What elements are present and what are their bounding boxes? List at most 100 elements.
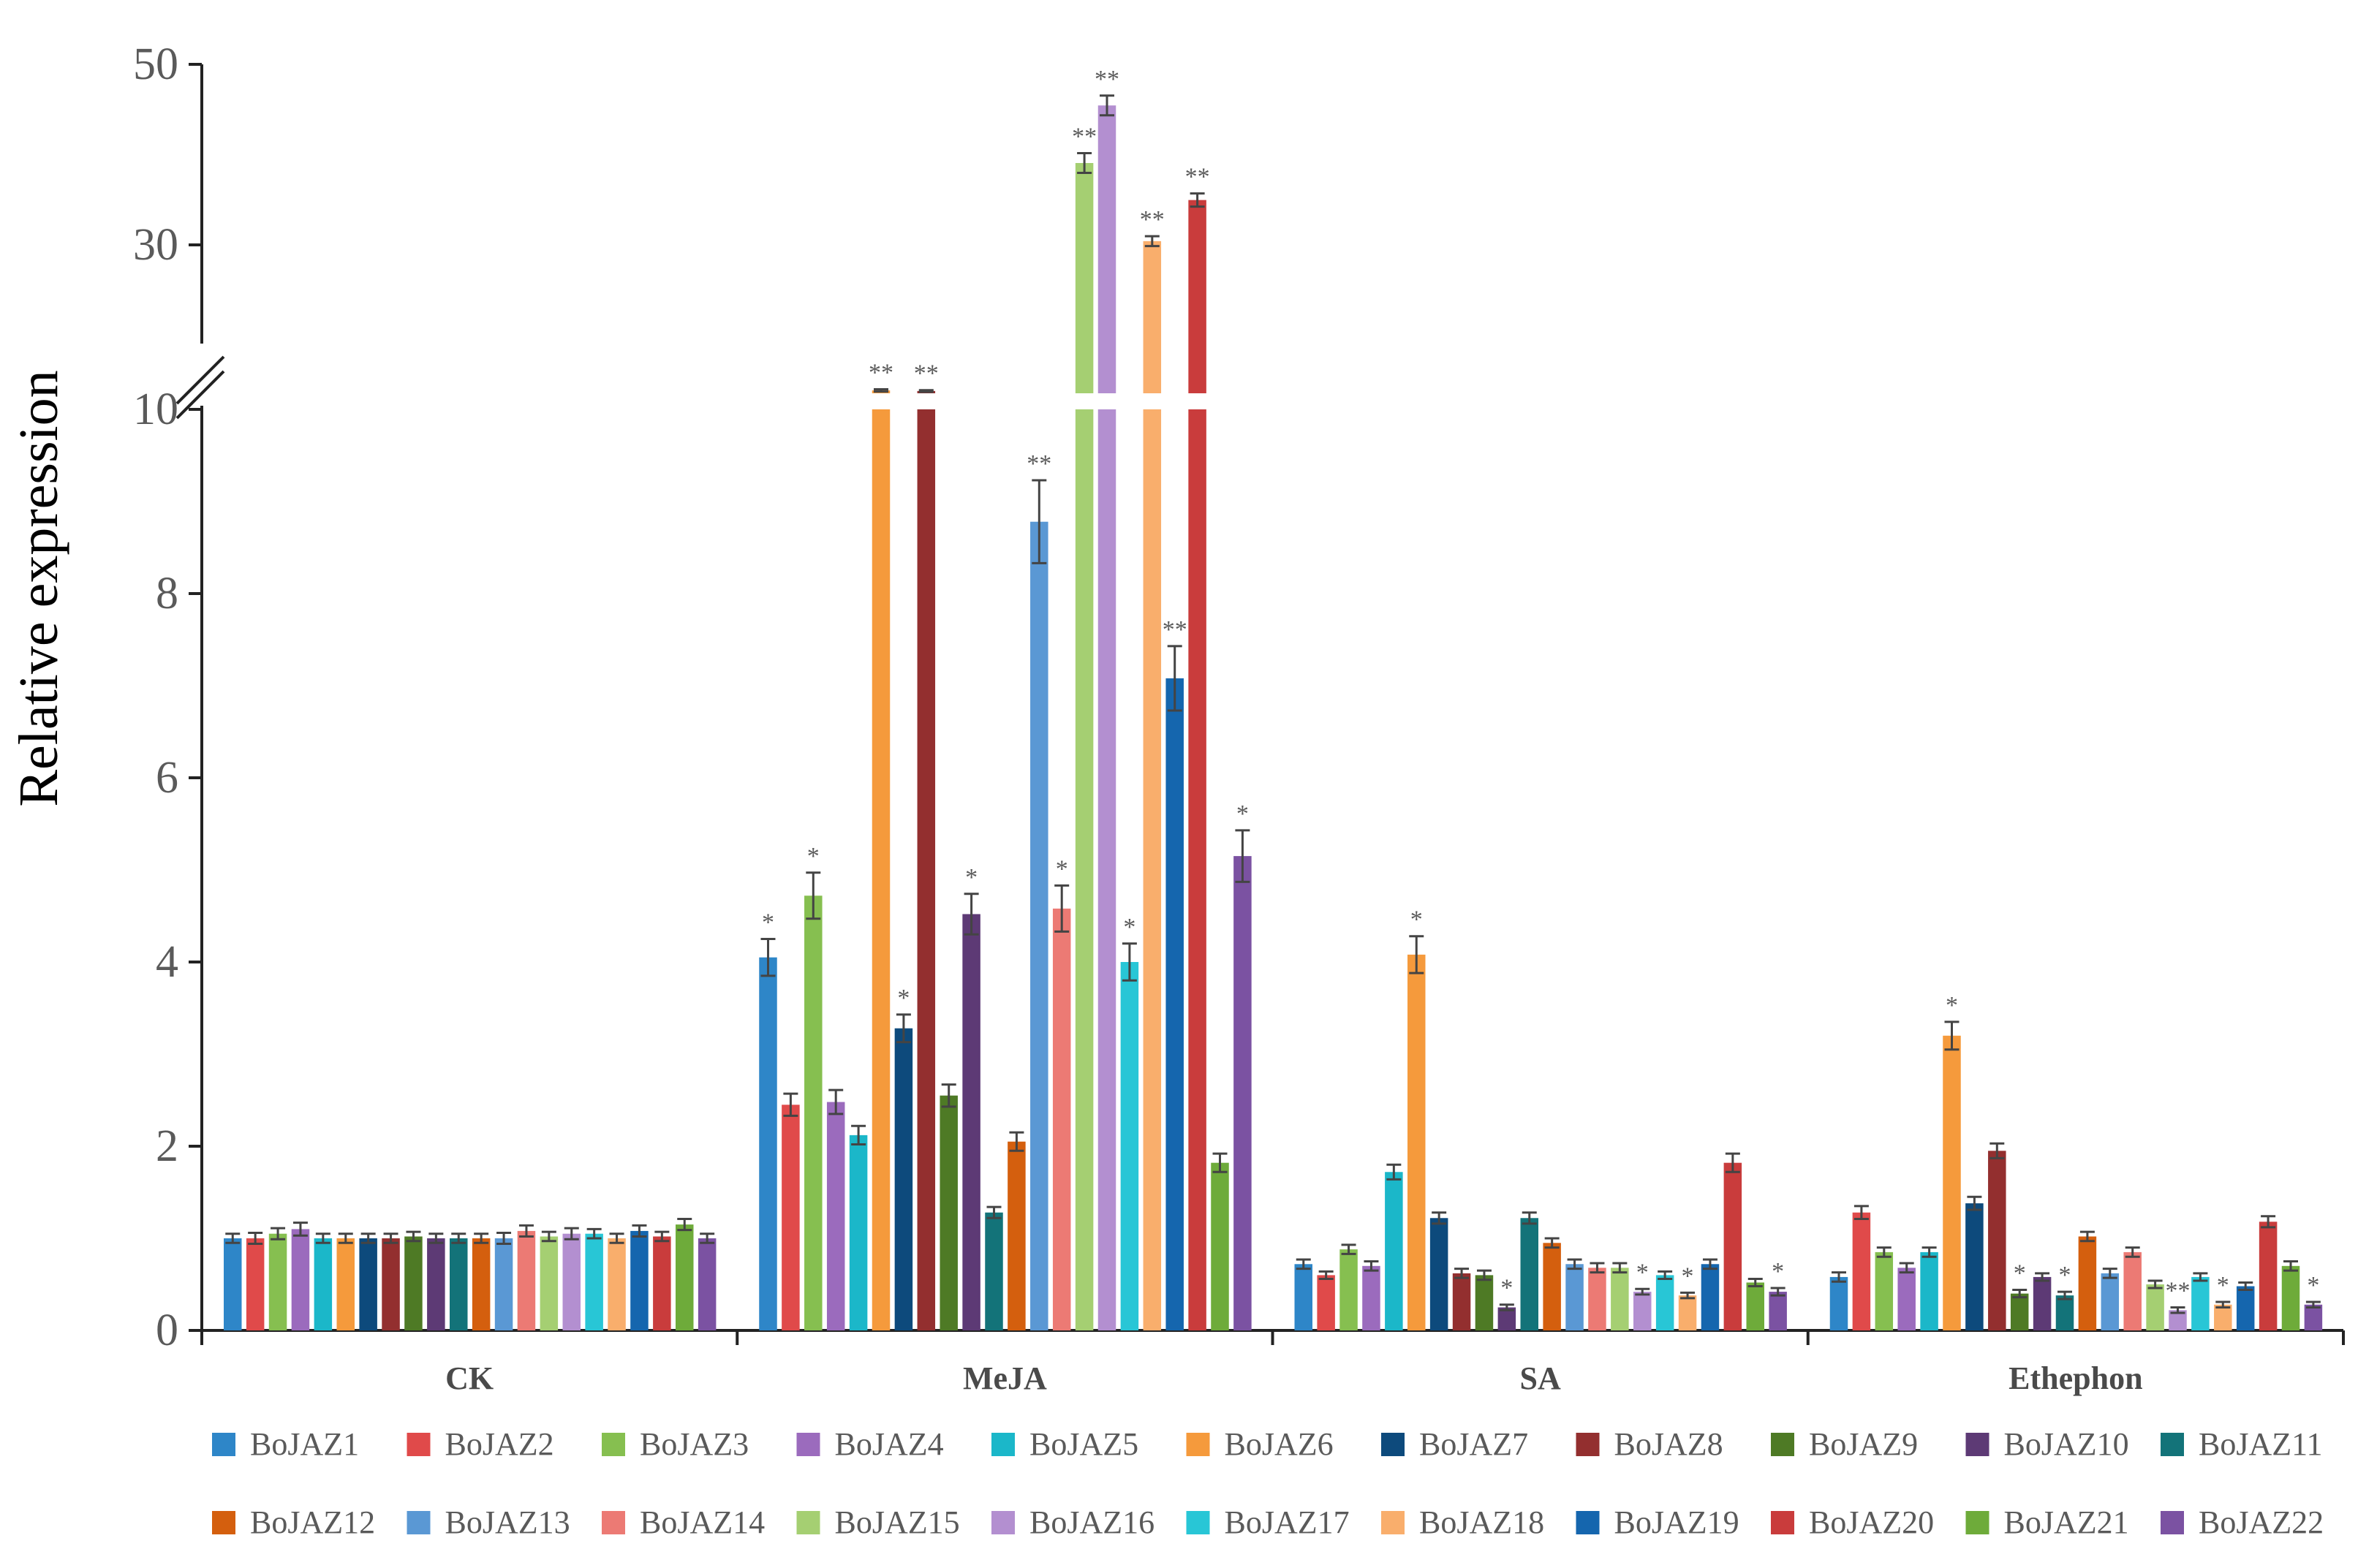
bar-bojaz10-meja (962, 914, 980, 1330)
legend-label: BoJAZ2 (445, 1426, 554, 1462)
error-bar (248, 1231, 263, 1246)
bar-bojaz21-meja (1211, 1162, 1229, 1330)
error-bar (1341, 1243, 1356, 1255)
bar-bojaz17-sa (1655, 1275, 1674, 1330)
bar-bojaz14-meja (1052, 908, 1071, 1330)
legend-label: BoJAZ16 (1029, 1504, 1155, 1540)
legend-label: BoJAZ17 (1225, 1504, 1350, 1540)
bar-bojaz19-sa (1701, 1264, 1720, 1330)
significance-mark: * (2307, 1272, 2319, 1299)
error-bar (964, 893, 979, 936)
error-bar (632, 1224, 647, 1238)
legend-label: BoJAZ13 (445, 1504, 570, 1540)
error-bar (2012, 1289, 2028, 1299)
error-bar (1318, 1270, 1334, 1280)
legend-swatch (212, 1511, 235, 1534)
error-bar (986, 1205, 1002, 1219)
legend-item-bojaz19: BoJAZ19 (1576, 1504, 1739, 1540)
significance-mark: * (965, 864, 978, 891)
significance-mark: ** (869, 359, 893, 386)
legend-swatch (407, 1511, 431, 1534)
legend-label: BoJAZ21 (2004, 1504, 2129, 1540)
legend-item-bojaz21: BoJAZ21 (1965, 1504, 2129, 1540)
legend-item-bojaz18: BoJAZ18 (1381, 1504, 1544, 1540)
bar-bojaz6-meja (872, 390, 891, 1330)
error-bar (292, 1222, 308, 1237)
error-bar (474, 1232, 489, 1244)
bar-bojaz3-sa (1339, 1249, 1358, 1330)
error-bar (1832, 1271, 1846, 1283)
bar-bojaz9-ck (404, 1236, 423, 1330)
bar-bojaz13-ethephon (2101, 1273, 2120, 1330)
bar-bojaz19-meja (1165, 678, 1184, 1330)
bar-bojaz17-ck (585, 1233, 603, 1330)
bar-bojaz2-sa (1317, 1275, 1335, 1330)
significance-mark: * (807, 843, 820, 870)
bar-bojaz12-ethephon (2078, 1236, 2097, 1330)
error-bar (496, 1231, 512, 1246)
bar-bojaz18-ck (608, 1238, 626, 1330)
bar-bojaz1-ck (224, 1238, 242, 1330)
significance-mark: ** (1027, 450, 1051, 477)
y-tick-label: 30 (133, 220, 178, 270)
bar-bojaz2-ethephon (1852, 1212, 1871, 1330)
significance-mark: * (1636, 1259, 1649, 1286)
legend-swatch (1186, 1433, 1210, 1456)
error-bar (874, 387, 888, 393)
bar-bojaz13-ck (494, 1238, 513, 1330)
error-bar (1409, 935, 1424, 974)
legend-item-bojaz4: BoJAZ4 (796, 1426, 944, 1462)
error-bar (828, 1088, 844, 1116)
bar-bojaz11-meja (985, 1212, 1003, 1330)
bar-bojaz14-ck (517, 1230, 536, 1330)
bar-bojaz6-ck (336, 1238, 355, 1330)
legend-swatch (2161, 1433, 2184, 1456)
error-bar (1100, 94, 1114, 117)
bar-bojaz6-ethephon (1943, 1035, 1961, 1330)
y-tick-label: 6 (156, 753, 178, 803)
error-bar (851, 1124, 866, 1145)
legend-swatch (1771, 1511, 1794, 1534)
legend-label: BoJAZ20 (1809, 1504, 1934, 1540)
error-bar (1853, 1205, 1869, 1221)
legend-item-bojaz7: BoJAZ7 (1381, 1426, 1528, 1462)
bar-bojaz21-sa (1746, 1282, 1764, 1330)
error-bar (1009, 1131, 1024, 1152)
legend-item-bojaz8: BoJAZ8 (1576, 1426, 1723, 1462)
error-bar (1476, 1269, 1492, 1281)
bar-bojaz7-meja (894, 1028, 913, 1330)
error-bar (1590, 1262, 1605, 1274)
significance-mark: * (1056, 855, 1068, 882)
error-bar (1054, 884, 1070, 933)
legend-swatch (1965, 1433, 1989, 1456)
legend-label: BoJAZ7 (1419, 1426, 1528, 1462)
bar-bojaz11-ethephon (2055, 1295, 2074, 1330)
bar-bojaz4-meja (826, 1102, 845, 1330)
error-bar (677, 1218, 692, 1232)
significance-mark: ** (1185, 164, 1210, 191)
bar-bojaz1-ethephon (1829, 1276, 1848, 1330)
error-bar (1190, 192, 1205, 208)
x-category-label: SA (1520, 1360, 1561, 1396)
error-bar (1725, 1152, 1740, 1173)
legend-item-bojaz16: BoJAZ16 (991, 1504, 1155, 1540)
legend-swatch (991, 1511, 1015, 1534)
axis-break-gap (206, 393, 2348, 409)
bar-bojaz16-meja (1097, 105, 1116, 1330)
significance-mark: * (2217, 1272, 2229, 1299)
bar-bojaz11-sa (1520, 1218, 1538, 1330)
bar-bojaz7-sa (1429, 1218, 1448, 1330)
legend-swatch (1576, 1433, 1600, 1456)
error-bar (609, 1232, 624, 1244)
error-bar (2147, 1279, 2163, 1289)
legend-swatch (1965, 1511, 1989, 1534)
error-bar (1747, 1277, 1763, 1288)
bar-bojaz20-ck (653, 1236, 671, 1330)
y-tick-label: 10 (133, 385, 178, 434)
bar-bojaz8-ethephon (1988, 1151, 2006, 1330)
significance-mark: * (1236, 800, 1249, 827)
bar-bojaz5-sa (1385, 1172, 1403, 1330)
significance-mark: * (1123, 914, 1135, 941)
error-bar (360, 1232, 376, 1244)
error-bar (2283, 1260, 2298, 1272)
